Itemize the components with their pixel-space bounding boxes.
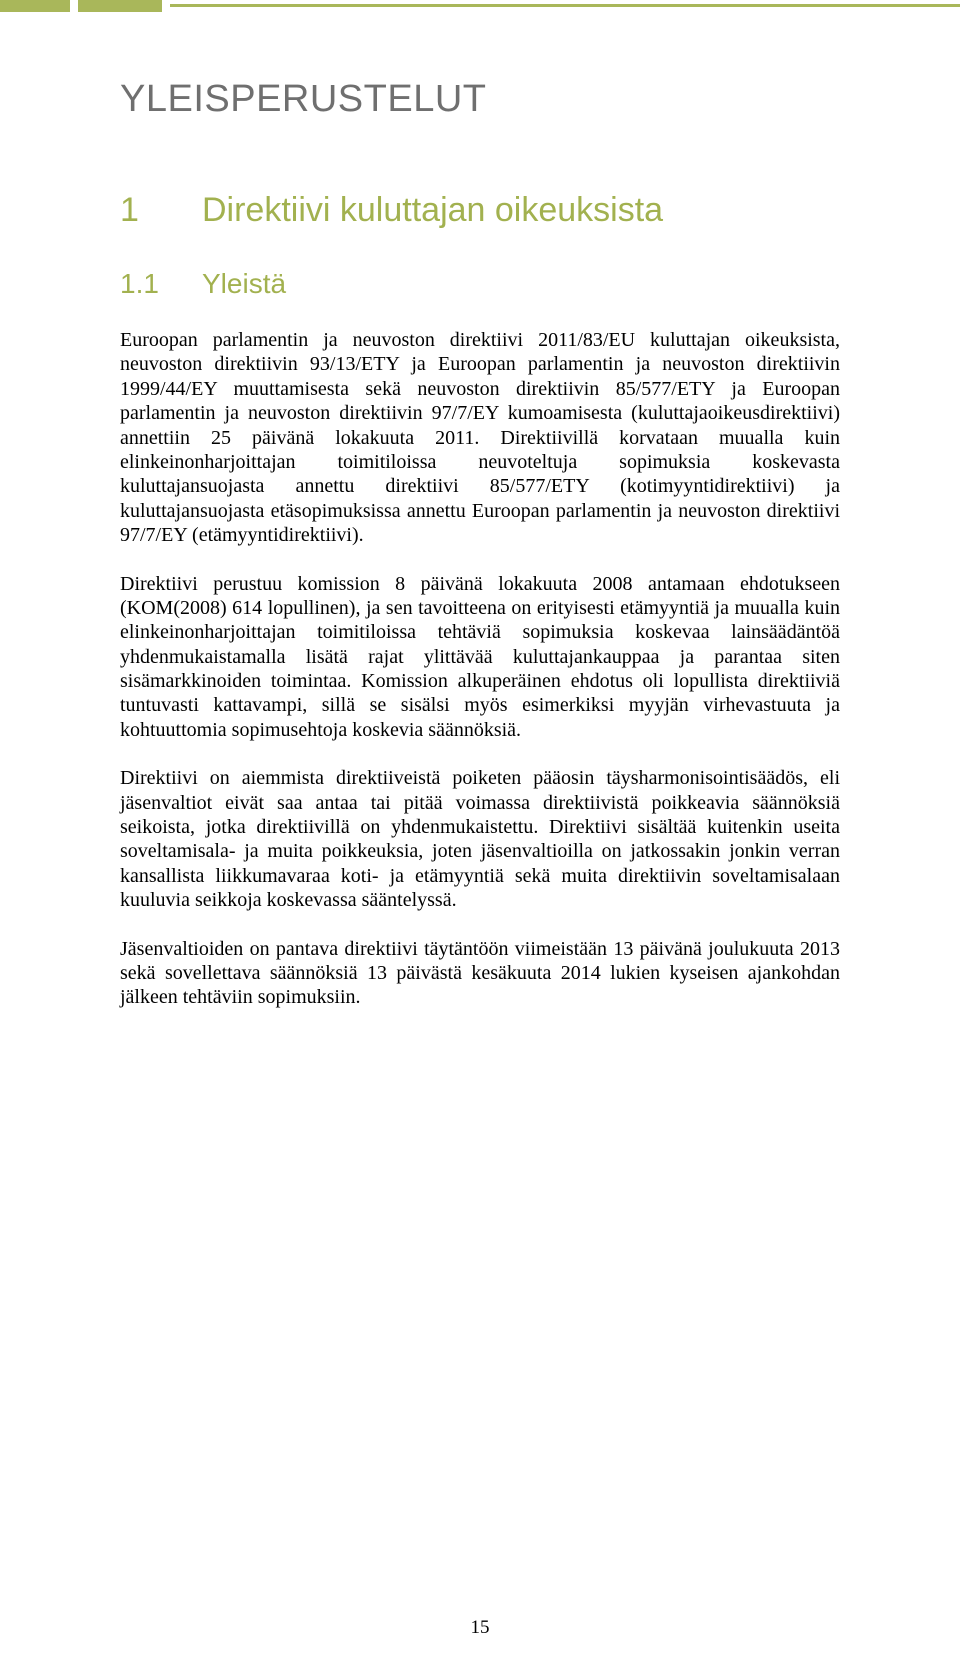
subsection-number: 1.1: [120, 268, 202, 300]
subsection-heading: 1.1 Yleistä: [120, 268, 840, 300]
subsection-title: Yleistä: [202, 268, 286, 300]
page-title: YLEISPERUSTELUT: [120, 78, 840, 121]
body-paragraph: Euroopan parlamentin ja neuvoston direkt…: [120, 328, 840, 548]
body-paragraph: Direktiivi perustuu komission 8 päivänä …: [120, 572, 840, 743]
accent-bar-segment: [0, 0, 70, 12]
section-heading: 1 Direktiivi kuluttajan oikeuksista: [120, 191, 840, 230]
body-paragraph: Direktiivi on aiemmista direktiiveistä p…: [120, 766, 840, 912]
header-accent-bars: [0, 0, 960, 14]
body-paragraph: Jäsenvaltioiden on pantava direktiivi tä…: [120, 937, 840, 1010]
accent-bar-thin: [170, 4, 960, 7]
document-page: YLEISPERUSTELUT 1 Direktiivi kuluttajan …: [0, 0, 960, 1661]
accent-bar-segment: [78, 0, 162, 12]
section-number: 1: [120, 191, 202, 230]
page-content: YLEISPERUSTELUT 1 Direktiivi kuluttajan …: [120, 0, 840, 1010]
page-number: 15: [0, 1617, 960, 1639]
section-title: Direktiivi kuluttajan oikeuksista: [202, 191, 663, 230]
